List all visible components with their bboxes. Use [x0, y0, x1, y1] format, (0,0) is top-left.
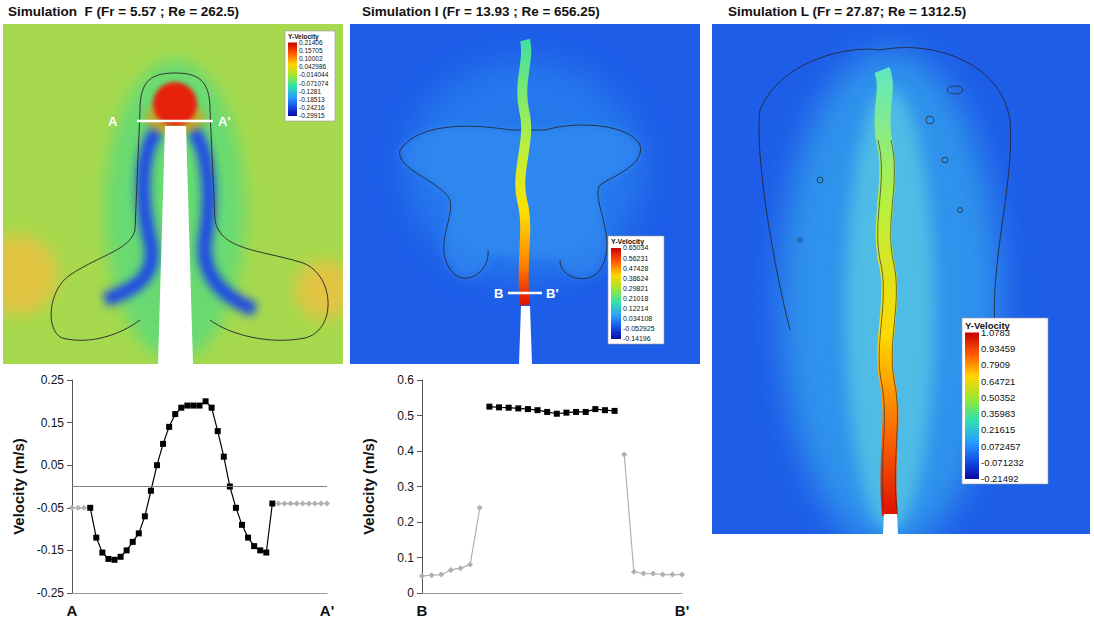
svg-text:0.29821: 0.29821: [623, 285, 648, 292]
svg-text:0.50352: 0.50352: [981, 392, 1015, 403]
svg-text:0.93459: 0.93459: [981, 343, 1015, 354]
svg-text:B': B': [675, 602, 689, 619]
svg-text:-0.071074: -0.071074: [299, 80, 329, 87]
svg-text:Velocity (m/s): Velocity (m/s): [360, 438, 377, 535]
svg-text:-0.14196: -0.14196: [623, 335, 651, 342]
svg-text:0.35983: 0.35983: [981, 408, 1015, 419]
svg-text:-0.052925: -0.052925: [623, 325, 655, 332]
svg-text:0.2: 0.2: [397, 515, 414, 529]
svg-text:0.21406: 0.21406: [299, 39, 323, 46]
svg-text:-0.29915: -0.29915: [299, 112, 325, 119]
svg-text:Y-Velocity: Y-Velocity: [611, 238, 645, 245]
svg-text:-0.21492: -0.21492: [981, 473, 1019, 484]
svg-text:Simulation L (Fr = 27.87; Re =: Simulation L (Fr = 27.87; Re = 1312.5): [728, 4, 966, 19]
svg-text:0.25: 0.25: [41, 373, 65, 387]
svg-text:A': A': [218, 114, 230, 129]
svg-text:0.15: 0.15: [41, 416, 65, 430]
svg-text:0.65034: 0.65034: [623, 244, 648, 251]
svg-text:0.4: 0.4: [397, 444, 414, 458]
svg-text:0.042986: 0.042986: [299, 63, 326, 70]
svg-text:Y-Velocity: Y-Velocity: [288, 32, 319, 40]
svg-text:0.072457: 0.072457: [981, 441, 1021, 452]
svg-text:0.034108: 0.034108: [623, 315, 652, 322]
svg-text:0.15705: 0.15705: [299, 47, 323, 54]
svg-text:Velocity (m/s): Velocity (m/s): [10, 438, 27, 535]
svg-text:Simulation F (Fr = 5.57 ; Re: Simulation F (Fr = 5.57 ; Re = 262.5): [8, 4, 239, 19]
svg-text:A: A: [67, 602, 78, 619]
svg-text:0.7909: 0.7909: [981, 359, 1010, 370]
svg-text:B: B: [417, 602, 428, 619]
svg-text:B: B: [494, 286, 503, 301]
svg-text:0.64721: 0.64721: [981, 376, 1015, 387]
svg-text:-0.18513: -0.18513: [299, 96, 325, 103]
svg-text:-0.25: -0.25: [37, 586, 65, 600]
svg-text:B': B': [546, 286, 558, 301]
svg-text:0.38624: 0.38624: [623, 275, 648, 282]
svg-text:0.5: 0.5: [397, 409, 414, 423]
svg-text:0.6: 0.6: [397, 373, 414, 387]
svg-text:-0.071232: -0.071232: [981, 457, 1024, 468]
svg-text:A': A': [320, 602, 334, 619]
svg-text:0.12214: 0.12214: [623, 305, 648, 312]
svg-text:-0.1281: -0.1281: [299, 88, 321, 95]
svg-text:0.21615: 0.21615: [981, 424, 1015, 435]
svg-text:0.1: 0.1: [397, 551, 414, 565]
svg-text:Simulation I (Fr = 13.93 ; Re: Simulation I (Fr = 13.93 ; Re = 656.25): [362, 4, 600, 19]
svg-text:-0.014044: -0.014044: [299, 71, 329, 78]
svg-text:-0.15: -0.15: [37, 543, 65, 557]
svg-text:0.47428: 0.47428: [623, 265, 648, 272]
svg-text:0.10002: 0.10002: [299, 55, 323, 62]
svg-text:0.56231: 0.56231: [623, 255, 648, 262]
svg-text:Y-Velocity: Y-Velocity: [965, 319, 1010, 331]
svg-text:0.05: 0.05: [41, 458, 65, 472]
svg-text:1.0783: 1.0783: [981, 327, 1010, 338]
svg-text:-0.24216: -0.24216: [299, 104, 325, 111]
svg-text:A: A: [108, 114, 118, 129]
svg-text:0: 0: [407, 586, 414, 600]
svg-text:-0.05: -0.05: [37, 501, 65, 515]
svg-text:0.3: 0.3: [397, 480, 414, 494]
svg-text:0.21018: 0.21018: [623, 295, 648, 302]
